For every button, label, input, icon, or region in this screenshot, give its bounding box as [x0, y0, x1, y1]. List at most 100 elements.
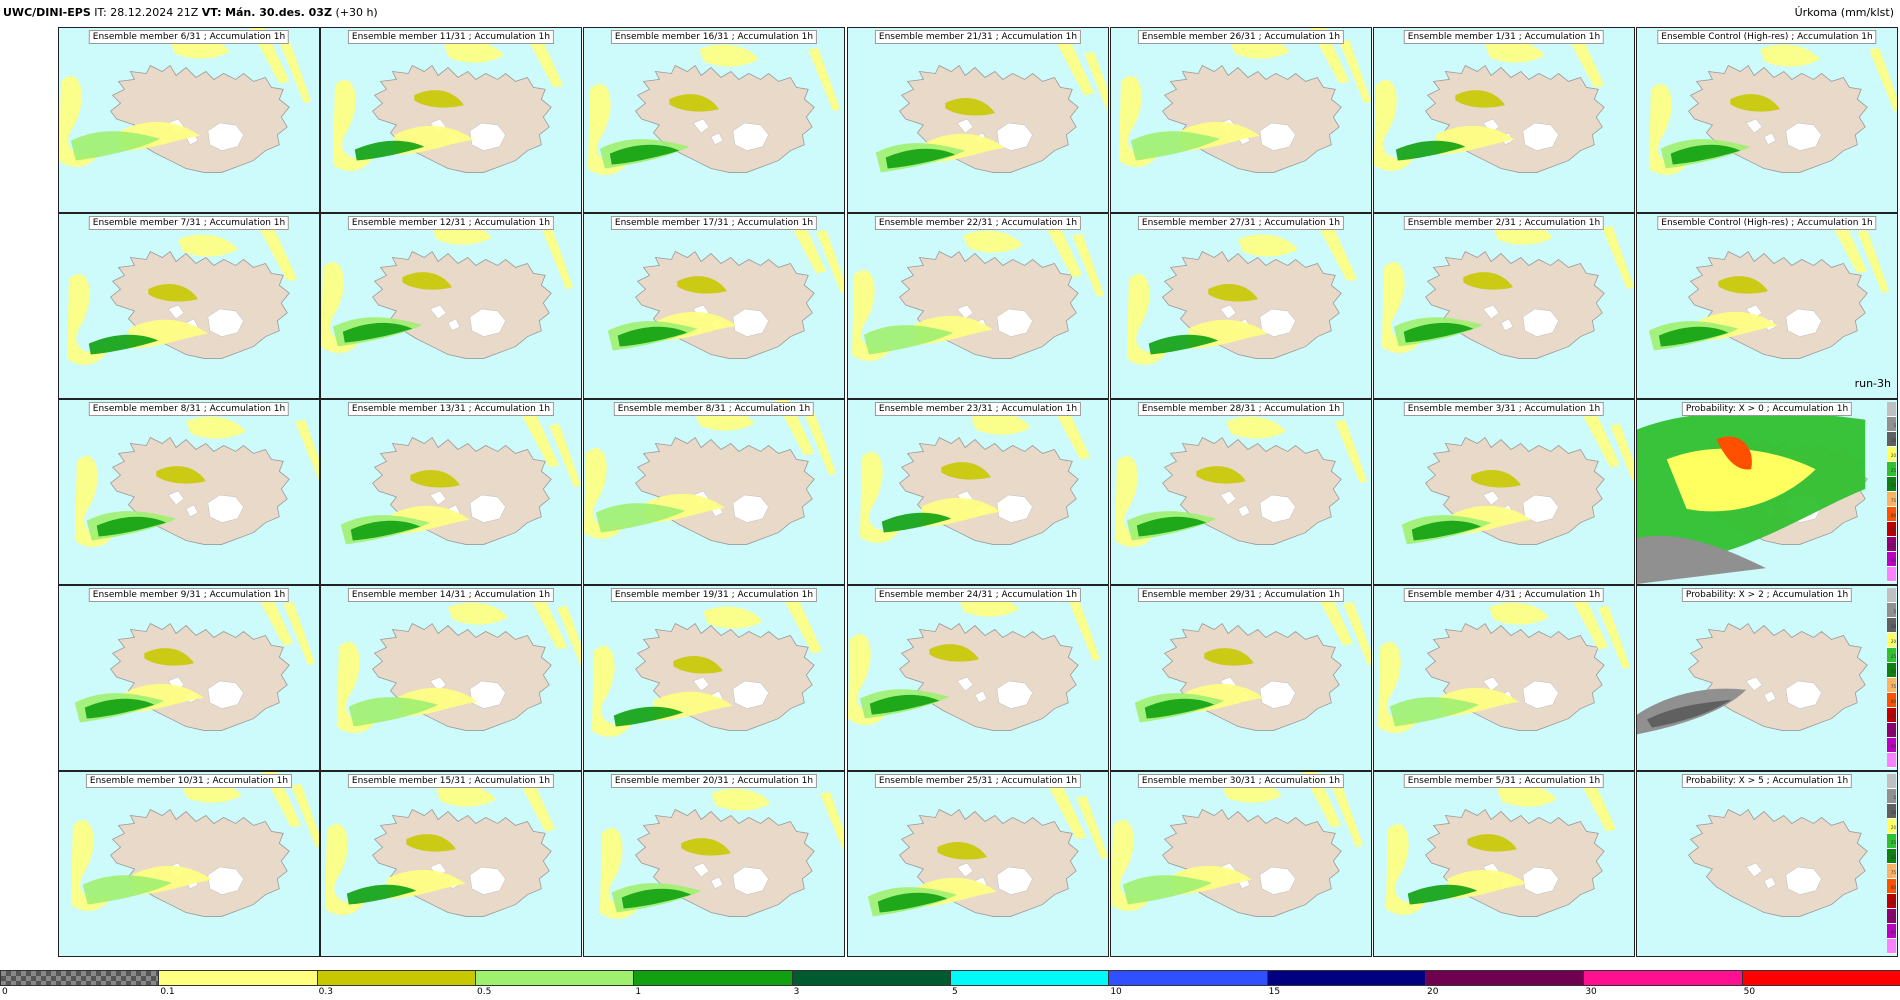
- map-canvas: [848, 400, 1108, 584]
- glacier: [185, 504, 199, 518]
- panel-title: Ensemble member 21/31 ; Accumulation 1h: [874, 30, 1082, 44]
- glacier: [1522, 680, 1559, 709]
- glacier: [469, 494, 506, 523]
- panel-title: Ensemble member 26/31 ; Accumulation 1h: [1137, 30, 1345, 44]
- map-panel: Ensemble Control (High-res) ; Accumulati…: [1636, 27, 1898, 213]
- colorbar-tick-label: 50: [1743, 987, 1756, 997]
- map-panel: Ensemble member 7/31 ; Accumulation 1h: [58, 213, 320, 399]
- map-panel: Ensemble member 8/31 ; Accumulation 1h: [58, 399, 320, 585]
- glacier: [1237, 504, 1251, 518]
- colorbar-tick-label: 3: [793, 987, 800, 997]
- map-canvas: [321, 400, 581, 584]
- panel-title: Ensemble member 5/31 ; Accumulation 1h: [1403, 774, 1605, 788]
- glacier: [710, 876, 724, 890]
- colorbar-segment: [1108, 971, 1267, 985]
- panel-title: Ensemble member 16/31 ; Accumulation 1h: [610, 30, 818, 44]
- glacier: [956, 304, 974, 320]
- glacier: [447, 318, 461, 332]
- glacier: [732, 866, 769, 895]
- map-canvas: [1637, 586, 1897, 770]
- glacier: [956, 862, 974, 878]
- map-canvas: [59, 400, 319, 584]
- lead-time: (+30 h): [335, 6, 378, 19]
- map-panel: Probability: X > 2 ; Accumulation 1h 5 10 2…: [1636, 585, 1898, 771]
- panel-title: Ensemble member 6/31 ; Accumulation 1h: [88, 30, 290, 44]
- map-canvas: [1111, 400, 1371, 584]
- probability-scale: 5 10 20 25 50 75 80 90 95 99: [1887, 588, 1896, 768]
- glacier: [429, 676, 447, 692]
- map-panel: Ensemble member 29/31 ; Accumulation 1h: [1110, 585, 1372, 771]
- map-panel: Ensemble member 28/31 ; Accumulation 1h: [1110, 399, 1372, 585]
- map-canvas: [584, 586, 844, 770]
- probability-scale-step: 5: [1887, 603, 1896, 618]
- panel-title: Ensemble member 13/31 ; Accumulation 1h: [347, 402, 555, 416]
- probability-scale-step: 75: [1887, 864, 1896, 879]
- map-canvas: [59, 214, 319, 398]
- colorbar-segment: [1583, 971, 1742, 985]
- probability-scale-step: 5: [1887, 789, 1896, 804]
- map-panel: Ensemble member 6/31 ; Accumulation 1h: [58, 27, 320, 213]
- iceland-landmass: [1688, 809, 1868, 917]
- panel-title: Ensemble member 28/31 ; Accumulation 1h: [1137, 402, 1345, 416]
- colorbar-segment: [474, 971, 634, 985]
- map-canvas: [1374, 28, 1634, 212]
- colorbar-segment: [316, 971, 475, 985]
- map-canvas: [1111, 772, 1371, 956]
- probability-scale-step: 80: [1887, 693, 1896, 708]
- probability-scale-step: 50: [1887, 849, 1896, 864]
- probability-scale: 5 10 20 25 50 75 80 90 95 99: [1887, 402, 1896, 582]
- glacier: [1482, 304, 1500, 320]
- map-panel: Ensemble member 9/31 ; Accumulation 1h: [58, 585, 320, 771]
- probability-scale-step: 99: [1887, 552, 1896, 567]
- map-panel: Ensemble member 27/31 ; Accumulation 1h: [1110, 213, 1372, 399]
- product-name: UWC/DINI-EPS: [3, 6, 91, 19]
- glacier: [207, 494, 244, 523]
- map-panel: Ensemble member 5/31 ; Accumulation 1h: [1373, 771, 1635, 957]
- panel-title: Ensemble member 17/31 ; Accumulation 1h: [610, 216, 818, 230]
- glacier: [1785, 866, 1822, 895]
- probability-scale-step: 95: [1887, 537, 1896, 552]
- glacier: [469, 122, 506, 151]
- glacier: [732, 680, 769, 709]
- map-panel: Ensemble member 1/31 ; Accumulation 1h: [1373, 27, 1635, 213]
- probability-scale-step: 10: [1887, 618, 1896, 633]
- map-canvas: [848, 28, 1108, 212]
- valid-time-value: Mán. 30.des. 03Z: [225, 6, 332, 19]
- panel-title: Ensemble member 25/31 ; Accumulation 1h: [874, 774, 1082, 788]
- glacier: [974, 690, 988, 704]
- panel-title: Ensemble member 15/31 ; Accumulation 1h: [347, 774, 555, 788]
- glacier: [1522, 122, 1559, 151]
- map-panel: Ensemble member 10/31 ; Accumulation 1h: [58, 771, 320, 957]
- map-panel: Ensemble member 13/31 ; Accumulation 1h: [320, 399, 582, 585]
- map-panel: Ensemble member 17/31 ; Accumulation 1h: [583, 213, 845, 399]
- probability-scale-step: 80: [1887, 507, 1896, 522]
- probability-scale-step: [1887, 567, 1896, 582]
- probability-scale-step: 99: [1887, 738, 1896, 753]
- map-panel: Ensemble member 20/31 ; Accumulation 1h: [583, 771, 845, 957]
- glacier: [996, 680, 1033, 709]
- map-panel: Ensemble member 21/31 ; Accumulation 1h: [847, 27, 1109, 213]
- glacier: [732, 308, 769, 337]
- map-canvas: [321, 586, 581, 770]
- map-canvas: [1637, 772, 1897, 956]
- probability-scale-step: 5: [1887, 417, 1896, 432]
- colorbar-tick-label: 30: [1585, 987, 1597, 997]
- map-panel: Ensemble member 25/31 ; Accumulation 1h: [847, 771, 1109, 957]
- map-panel: Probability: X > 0 ; Accumulation 1h 5 10 2…: [1636, 399, 1898, 585]
- glacier: [167, 490, 185, 506]
- map-panel: Ensemble member 8/31 ; Accumulation 1h: [583, 399, 845, 585]
- glacier: [732, 494, 769, 523]
- colorbar-tick-label: 10: [1110, 987, 1122, 997]
- panel-title: Ensemble member 3/31 ; Accumulation 1h: [1403, 402, 1605, 416]
- init-time-label: IT:: [94, 6, 107, 19]
- map-canvas: [1374, 586, 1634, 770]
- map-canvas: [321, 772, 581, 956]
- colorbar-tick-label: 0.5: [477, 987, 492, 997]
- map-canvas: [848, 214, 1108, 398]
- panel-grid: Ensemble member 6/31 ; Accumulation 1h En…: [58, 27, 1898, 957]
- colorbar-tick-label: 0: [2, 987, 8, 997]
- glacier: [692, 862, 710, 878]
- panel-title: Ensemble member 12/31 ; Accumulation 1h: [347, 216, 555, 230]
- probability-scale-step: 75: [1887, 492, 1896, 507]
- valid-time-label: VT:: [201, 6, 222, 19]
